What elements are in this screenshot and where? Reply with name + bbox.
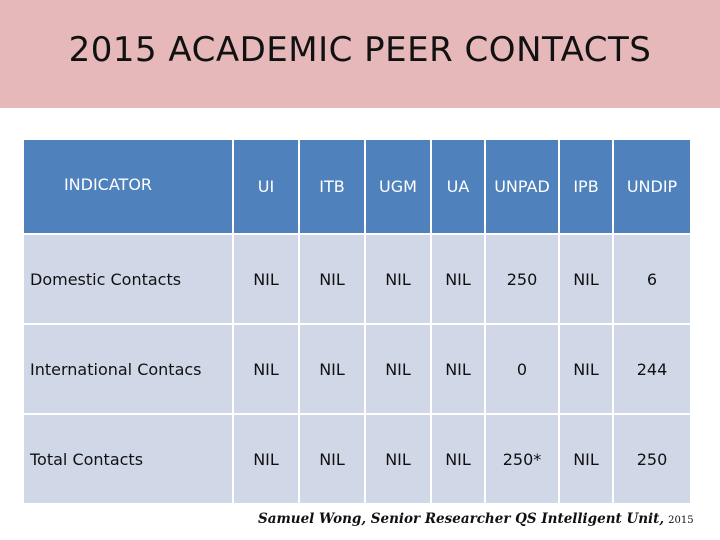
page-title: 2015 ACADEMIC PEER CONTACTS (68, 30, 652, 70)
contacts-table: INDICATOR UI ITB UGM UA UNPAD IPB UNDIP … (22, 138, 692, 505)
table-cell: NIL (430, 233, 486, 325)
table-cell: NIL (364, 323, 432, 415)
table-cell: NIL (430, 323, 486, 415)
table-cell: NIL (232, 323, 300, 415)
table-cell: 250* (484, 413, 560, 505)
table-row: International Contacs NIL NIL NIL NIL 0 … (22, 323, 692, 415)
table-cell: 250 (612, 413, 692, 505)
header-ugm: UGM (364, 138, 432, 235)
header-unpad: UNPAD (484, 138, 560, 235)
row-label: Domestic Contacts (22, 233, 234, 325)
table-cell: NIL (298, 413, 366, 505)
table-cell: NIL (364, 413, 432, 505)
table-cell: NIL (298, 323, 366, 415)
table-row: Total Contacts NIL NIL NIL NIL 250* NIL … (22, 413, 692, 505)
table-cell: NIL (232, 233, 300, 325)
row-label: International Contacs (22, 323, 234, 415)
title-band (0, 0, 720, 108)
header-ui: UI (232, 138, 300, 235)
table-header-row: INDICATOR UI ITB UGM UA UNPAD IPB UNDIP (22, 138, 692, 235)
table-cell: 244 (612, 323, 692, 415)
header-ua: UA (430, 138, 486, 235)
table-cell: 250 (484, 233, 560, 325)
header-indicator: INDICATOR (22, 138, 234, 235)
table-cell: NIL (558, 233, 614, 325)
footer-credit: Samuel Wong, Senior Researcher QS Intell… (258, 511, 694, 527)
table-cell: 0 (484, 323, 560, 415)
header-undip: UNDIP (612, 138, 692, 235)
table-cell: NIL (364, 233, 432, 325)
footer-credit-text: Samuel Wong, Senior Researcher QS Intell… (258, 511, 665, 527)
table-cell: 6 (612, 233, 692, 325)
header-itb: ITB (298, 138, 366, 235)
table-cell: NIL (558, 323, 614, 415)
table-cell: NIL (558, 413, 614, 505)
header-ipb: IPB (558, 138, 614, 235)
table-cell: NIL (232, 413, 300, 505)
table-cell: NIL (430, 413, 486, 505)
table-cell: NIL (298, 233, 366, 325)
table-row: Domestic Contacts NIL NIL NIL NIL 250 NI… (22, 233, 692, 325)
row-label: Total Contacts (22, 413, 234, 505)
footer-year: 2015 (668, 515, 694, 526)
